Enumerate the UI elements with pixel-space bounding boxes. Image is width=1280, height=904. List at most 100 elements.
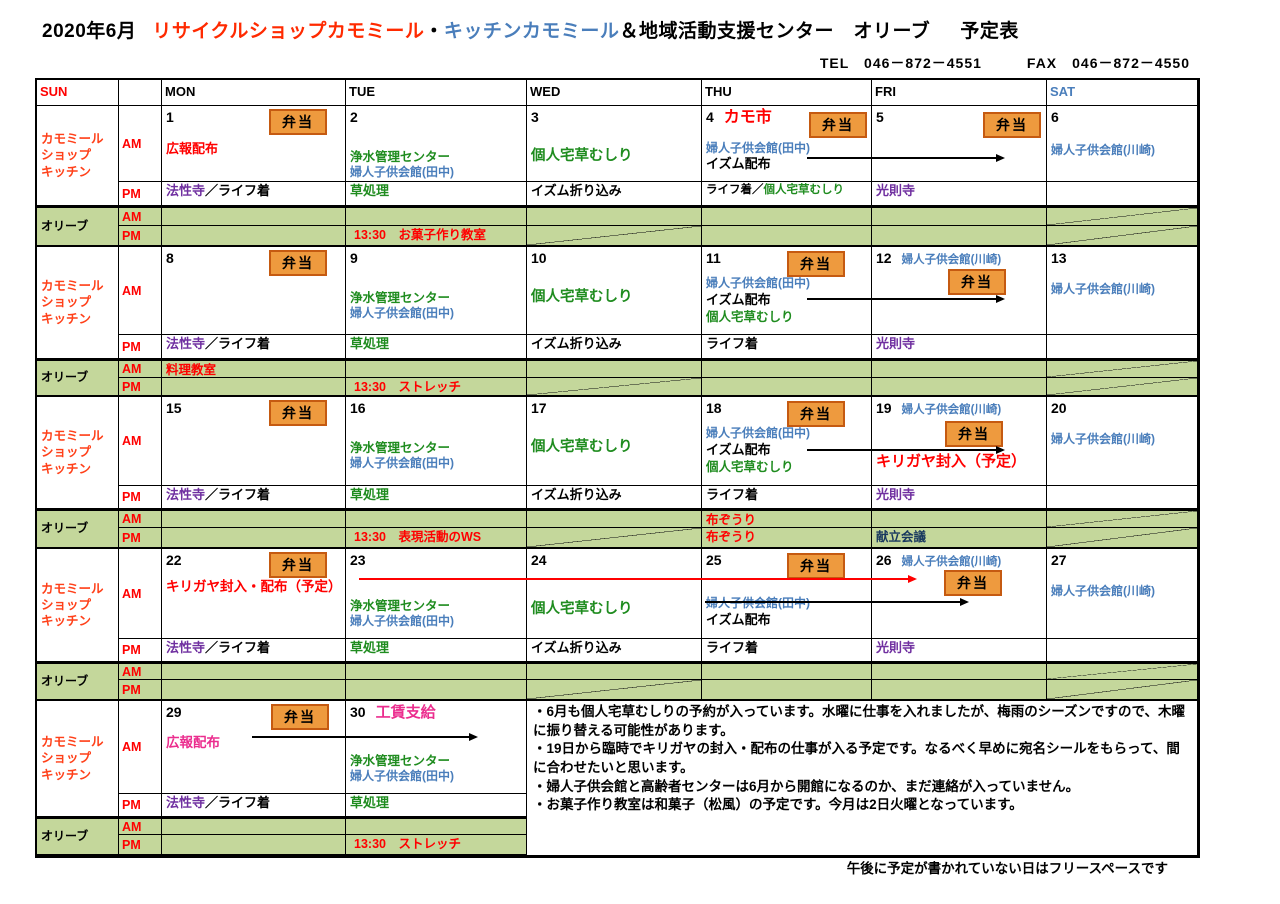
- event: イズム折り込み: [531, 183, 622, 198]
- group-label-text: オリーブ: [41, 673, 89, 688]
- day-cell-w3-wed-am: 17 個人宅草むしり: [527, 397, 702, 486]
- day-cell-w3-thu-pm: ライフ着: [702, 486, 872, 509]
- pm-label: PM: [119, 794, 162, 817]
- day-cell-w2-fri-pm: 光則寺: [872, 335, 1047, 359]
- bento-badge: 弁当: [948, 269, 1006, 295]
- bento-badge: 弁当: [787, 401, 845, 427]
- event: キリガヤ封入・配布（予定）: [166, 579, 342, 595]
- group-label-olive: オリーブ: [37, 206, 119, 247]
- event: 料理教室: [166, 363, 217, 377]
- group-label-olive: オリーブ: [37, 509, 119, 549]
- calendar-table: SUN MON TUE WED THU FRI SAT カモミール ショップ キ…: [35, 78, 1200, 858]
- event: イズム配布: [706, 156, 771, 172]
- bento-badge: 弁当: [945, 421, 1003, 447]
- event: 婦人子供会館(川崎): [1051, 143, 1155, 158]
- olive-cell-w2-fri-pm: [872, 378, 1047, 397]
- day-cell-w1-wed-pm: イズム折り込み: [527, 182, 702, 206]
- day-cell-w4-thu-am: 25 弁当 婦人子供会館(田中) イズム配布: [702, 549, 872, 639]
- header-fri: FRI: [872, 80, 1047, 106]
- title-separator: ・: [424, 21, 444, 42]
- event: 浄水管理センター: [350, 599, 451, 614]
- date: 4: [706, 109, 714, 125]
- am-label: AM: [119, 206, 162, 226]
- bento-badge: 弁当: [944, 570, 1002, 596]
- event: 法性寺: [166, 640, 206, 655]
- bento-badge: 弁当: [269, 552, 327, 578]
- event-kamoichi: カモ市: [723, 109, 772, 126]
- header-sat: SAT: [1047, 80, 1198, 106]
- event: 布ぞうり: [706, 530, 757, 544]
- olive-cell-w3-wed-pm-crossed: [527, 528, 702, 549]
- event: 個人宅草むしり: [531, 148, 633, 165]
- page-title: 2020年6月 リサイクルショップカモミール・キッチンカモミール＆地域活動支援セン…: [42, 16, 1019, 43]
- event: 婦人子供会館(田中): [350, 306, 454, 321]
- date: 10: [531, 250, 547, 266]
- pm-label: PM: [119, 680, 162, 701]
- day-cell-w3-mon-pm: 法性寺／ライフ着: [162, 486, 346, 509]
- day-cell-w4-mon-am: 22 弁当 キリガヤ封入・配布（予定）: [162, 549, 346, 639]
- day-cell-w4-fri-am: 26 婦人子供会館(川崎) 弁当: [872, 549, 1047, 639]
- event: 草処理: [350, 183, 390, 198]
- olive-cell-w3-sat-am-crossed: [1047, 509, 1198, 528]
- day-cell-w5-mon-pm: 法性寺／ライフ着: [162, 794, 346, 817]
- day-cell-w4-tue-am: 23 浄水管理センター 婦人子供会館(田中): [346, 549, 527, 639]
- olive-cell-w1-mon-am: [162, 206, 346, 226]
- olive-cell-w4-wed-am: [527, 662, 702, 680]
- event: イズム折り込み: [531, 336, 622, 351]
- day-cell-w1-thu-am: 4 カモ市 弁当 婦人子供会館(田中) イズム配布: [702, 106, 872, 182]
- event: 個人宅草むしり: [531, 439, 633, 456]
- day-cell-w3-fri-am: 19 婦人子供会館(川崎) 弁当 キリガヤ封入（予定）: [872, 397, 1047, 486]
- date: 1: [166, 109, 174, 125]
- group-label-text: オリーブ: [41, 521, 89, 536]
- date: 11: [706, 250, 721, 266]
- title-kitchen-name: キッチンカモミール: [443, 21, 620, 42]
- am-label: AM: [119, 817, 162, 835]
- event: イズム折り込み: [531, 487, 622, 502]
- event: ／ライフ着: [205, 336, 271, 351]
- date: 2: [350, 109, 358, 125]
- day-cell-w2-thu-am: 11 弁当 婦人子供会館(田中) イズム配布 個人宅草むしり: [702, 247, 872, 335]
- olive-cell-w4-mon-pm: [162, 680, 346, 701]
- pm-label: PM: [119, 335, 162, 359]
- day-cell-w2-wed-am: 10 個人宅草むしり: [527, 247, 702, 335]
- event: 婦人子供会館(田中): [350, 614, 454, 629]
- date: 23: [350, 552, 366, 568]
- pm-label: PM: [119, 528, 162, 549]
- olive-cell-w5-mon-pm: [162, 835, 346, 856]
- event: 13:30 お菓子作り教室: [354, 228, 486, 242]
- pm-label: PM: [119, 226, 162, 247]
- day-cell-w3-mon-am: 15 弁当: [162, 397, 346, 486]
- event: 光則寺: [876, 336, 916, 351]
- olive-cell-w3-fri-pm: 献立会議: [872, 528, 1047, 549]
- group-label-text: カモミール ショップ キッチン: [41, 429, 104, 476]
- group-label-text: カモミール ショップ キッチン: [41, 735, 104, 782]
- notes-box: ・6月も個人宅草むしりの予約が入っています。水曜に仕事を入れましたが、梅雨のシー…: [527, 701, 1198, 856]
- event: 浄水管理センター: [350, 753, 451, 768]
- am-label: AM: [119, 247, 162, 335]
- footer-note: 午後に予定が書かれていない日はフリースペースです: [846, 861, 1168, 876]
- group-label-kamomile: カモミール ショップ キッチン: [37, 247, 119, 359]
- day-cell-w3-fri-pm: 光則寺: [872, 486, 1047, 509]
- date: 25: [706, 552, 722, 568]
- event: 草処理: [350, 795, 390, 810]
- event: 婦人子供会館(田中): [706, 596, 810, 611]
- olive-cell-w4-thu-pm: [702, 680, 872, 701]
- olive-cell-w1-fri-am: [872, 206, 1047, 226]
- date: 27: [1051, 552, 1067, 568]
- pm-label: PM: [119, 639, 162, 662]
- day-cell-w4-thu-pm: ライフ着: [702, 639, 872, 662]
- group-label-text: オリーブ: [41, 370, 89, 385]
- day-cell-w1-tue-pm: 草処理: [346, 182, 527, 206]
- header-wed: WED: [527, 80, 702, 106]
- olive-cell-w2-thu-am: [702, 359, 872, 378]
- event: 草処理: [350, 336, 390, 351]
- event: 婦人子供会館(川崎): [1051, 584, 1155, 599]
- date: 6: [1051, 109, 1059, 125]
- event: 浄水管理センター: [350, 291, 451, 306]
- date: 13: [1051, 250, 1067, 266]
- day-cell-w2-tue-pm: 草処理: [346, 335, 527, 359]
- date: 29: [166, 704, 182, 720]
- group-label-kamomile: カモミール ショップ キッチン: [37, 106, 119, 206]
- day-cell-w2-wed-pm: イズム折り込み: [527, 335, 702, 359]
- event: 婦人子供会館(田中): [350, 165, 454, 180]
